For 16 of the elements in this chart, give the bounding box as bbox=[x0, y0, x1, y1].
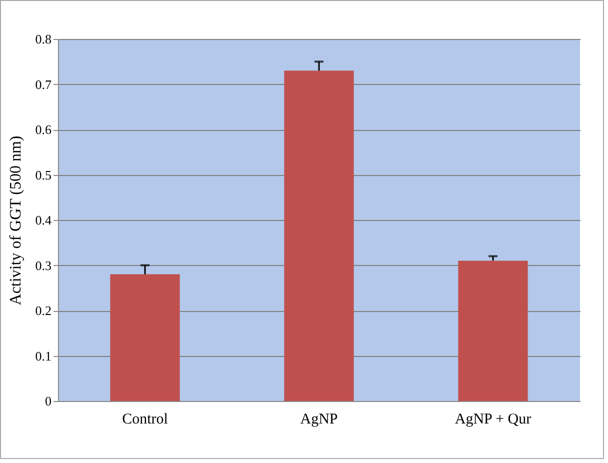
x-tick-label: AgNP + Qur bbox=[454, 412, 532, 428]
y-tick-label: 0.3 bbox=[35, 258, 52, 273]
y-tick-label: 0.2 bbox=[35, 303, 52, 318]
y-tick-label: 0.1 bbox=[35, 348, 52, 364]
bar bbox=[284, 70, 354, 401]
x-tick-label: AgNP bbox=[300, 412, 338, 428]
y-tick-label: 0 bbox=[45, 394, 52, 408]
y-tick-label: 0.8 bbox=[35, 32, 52, 46]
y-tick-label: 0.6 bbox=[35, 122, 52, 137]
bar bbox=[458, 260, 528, 401]
y-tick-label: 0.7 bbox=[35, 76, 52, 92]
x-tick-label: Control bbox=[122, 412, 168, 428]
y-tick-label: 0.5 bbox=[35, 167, 52, 182]
y-axis-title: Activity of GGT (500 nm) bbox=[7, 136, 24, 306]
bar bbox=[110, 274, 180, 401]
y-tick-label: 0.4 bbox=[35, 212, 52, 228]
